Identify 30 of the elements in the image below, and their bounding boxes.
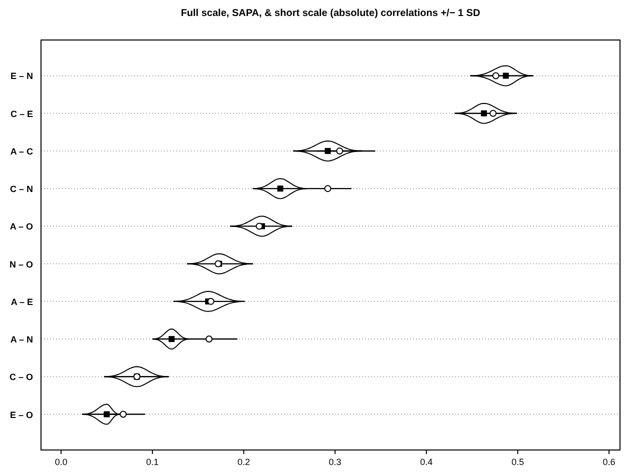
point (207, 298, 214, 305)
x-tick-label: 0.1 (146, 457, 159, 467)
chart-title: Full scale, SAPA, & short scale (absolute) correlations +/− 1 SD (180, 8, 480, 19)
point (502, 72, 509, 79)
point (490, 110, 497, 117)
x-tick-label: 0.2 (237, 457, 250, 467)
y-tick-label: C – N (10, 184, 33, 194)
x-tick-label: 0.0 (54, 457, 68, 467)
point (256, 222, 263, 230)
y-tick-label: C – E (10, 108, 33, 119)
point (336, 147, 344, 154)
y-tick-label: C – O (9, 372, 33, 382)
point (104, 411, 110, 418)
y-tick-label: A – C (10, 146, 34, 156)
y-tick-label: N – O (9, 259, 33, 270)
y-tick-label: E – O (10, 410, 33, 420)
point (206, 336, 213, 343)
x-tick-label: 0.3 (328, 457, 342, 467)
x-tick-label: 0.4 (420, 457, 433, 467)
point (492, 72, 500, 80)
y-tick-label: A – E (10, 296, 33, 307)
x-tick-label: 0.5 (511, 457, 524, 467)
point (277, 186, 284, 192)
point (324, 185, 332, 192)
y-tick-label: A – N (10, 334, 33, 345)
x-tick-label: 0.6 (602, 457, 616, 467)
point (480, 110, 487, 116)
y-tick-label: E – N (10, 71, 33, 82)
point (120, 410, 127, 418)
y-tick-label: A – O (10, 222, 33, 232)
